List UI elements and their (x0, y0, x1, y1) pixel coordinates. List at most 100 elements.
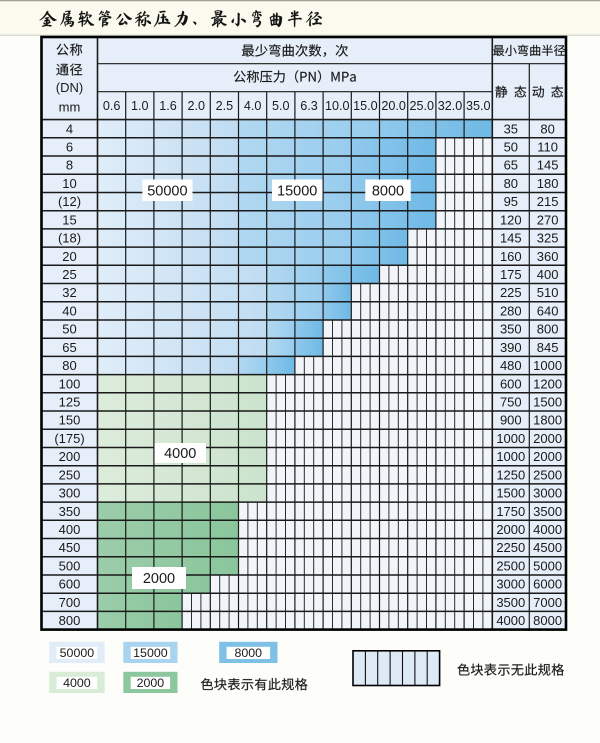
svg-text:50000: 50000 (147, 184, 187, 200)
svg-text:5000: 5000 (533, 559, 562, 574)
svg-text:845: 845 (537, 340, 559, 355)
svg-text:180: 180 (537, 176, 559, 191)
svg-text:145: 145 (500, 231, 522, 246)
svg-text:200: 200 (59, 449, 81, 464)
svg-text:(18): (18) (58, 231, 81, 246)
svg-text:450: 450 (59, 540, 81, 555)
svg-text:50: 50 (504, 140, 518, 155)
svg-text:0.6: 0.6 (103, 99, 121, 113)
svg-text:4500: 4500 (533, 540, 562, 555)
svg-text:15000: 15000 (277, 184, 317, 200)
svg-text:300: 300 (59, 486, 81, 501)
svg-text:600: 600 (59, 577, 81, 592)
svg-text:65: 65 (62, 340, 76, 355)
svg-text:640: 640 (537, 303, 559, 318)
svg-text:250: 250 (59, 467, 81, 482)
svg-text:2500: 2500 (496, 559, 525, 574)
svg-text:1250: 1250 (496, 467, 525, 482)
svg-text:4000: 4000 (496, 613, 525, 628)
svg-text:4000: 4000 (164, 446, 196, 462)
svg-text:15.0: 15.0 (353, 99, 378, 113)
svg-text:350: 350 (59, 504, 81, 519)
svg-text:40: 40 (62, 303, 76, 318)
svg-text:1500: 1500 (496, 486, 525, 501)
svg-text:32: 32 (62, 285, 76, 300)
svg-text:80: 80 (62, 358, 76, 373)
svg-text:8: 8 (66, 158, 73, 173)
svg-text:325: 325 (537, 231, 559, 246)
svg-text:8000: 8000 (372, 184, 404, 200)
svg-text:2000: 2000 (533, 431, 562, 446)
svg-text:65: 65 (504, 158, 518, 173)
svg-text:80: 80 (504, 176, 518, 191)
svg-text:400: 400 (537, 267, 559, 282)
svg-text:2500: 2500 (533, 467, 562, 482)
svg-text:2250: 2250 (496, 540, 525, 555)
svg-text:100: 100 (59, 376, 81, 391)
svg-text:50000: 50000 (60, 646, 95, 660)
svg-text:110: 110 (537, 140, 558, 155)
svg-text:2.5: 2.5 (216, 99, 234, 113)
svg-text:1.0: 1.0 (131, 99, 149, 113)
svg-text:1000: 1000 (533, 358, 562, 373)
svg-text:10: 10 (62, 176, 76, 191)
svg-text:600: 600 (500, 376, 522, 391)
svg-text:175: 175 (500, 267, 522, 282)
svg-text:2.0: 2.0 (187, 99, 205, 113)
svg-text:1000: 1000 (496, 449, 525, 464)
svg-text:3500: 3500 (533, 504, 562, 519)
svg-text:160: 160 (500, 249, 522, 264)
svg-text:3000: 3000 (533, 486, 562, 501)
svg-text:270: 270 (537, 212, 559, 227)
svg-text:35: 35 (504, 121, 518, 136)
svg-text:35.0: 35.0 (466, 99, 491, 113)
svg-text:50: 50 (62, 322, 76, 337)
svg-text:125: 125 (59, 395, 81, 410)
svg-text:1200: 1200 (533, 376, 562, 391)
svg-text:390: 390 (500, 340, 522, 355)
svg-text:20.0: 20.0 (381, 99, 406, 113)
svg-text:2000: 2000 (496, 522, 525, 537)
svg-text:400: 400 (59, 522, 81, 537)
svg-text:1750: 1750 (496, 504, 525, 519)
svg-text:120: 120 (500, 212, 522, 227)
svg-text:500: 500 (59, 559, 81, 574)
svg-text:20: 20 (62, 249, 76, 264)
svg-text:1800: 1800 (533, 413, 562, 428)
svg-text:5.0: 5.0 (272, 99, 290, 113)
svg-text:(12): (12) (58, 194, 81, 209)
svg-text:350: 350 (500, 322, 522, 337)
svg-text:700: 700 (59, 595, 81, 610)
svg-text:750: 750 (500, 395, 522, 410)
svg-text:15000: 15000 (133, 646, 168, 660)
svg-text:7000: 7000 (533, 595, 562, 610)
svg-text:4: 4 (66, 121, 73, 136)
svg-text:480: 480 (500, 358, 522, 373)
svg-text:800: 800 (59, 613, 81, 628)
svg-text:3500: 3500 (496, 595, 525, 610)
svg-text:2000: 2000 (533, 449, 562, 464)
svg-text:215: 215 (537, 194, 559, 209)
svg-text:10.0: 10.0 (325, 99, 350, 113)
svg-text:mm: mm (59, 100, 81, 115)
svg-text:800: 800 (537, 322, 559, 337)
svg-text:2000: 2000 (143, 571, 175, 587)
svg-text:6: 6 (66, 140, 73, 155)
svg-text:25.0: 25.0 (410, 99, 435, 113)
svg-text:(DN): (DN) (56, 80, 83, 95)
svg-text:(175): (175) (54, 431, 84, 446)
svg-text:900: 900 (500, 413, 522, 428)
svg-text:6.3: 6.3 (300, 99, 318, 113)
svg-text:1500: 1500 (533, 395, 562, 410)
svg-text:360: 360 (537, 249, 559, 264)
svg-text:4.0: 4.0 (244, 99, 262, 113)
svg-text:225: 225 (500, 285, 522, 300)
svg-text:2000: 2000 (137, 676, 165, 690)
svg-text:95: 95 (504, 194, 518, 209)
svg-text:4000: 4000 (533, 522, 562, 537)
svg-text:6000: 6000 (533, 577, 562, 592)
svg-text:32.0: 32.0 (438, 99, 463, 113)
svg-text:8000: 8000 (235, 646, 263, 660)
svg-text:150: 150 (59, 413, 81, 428)
svg-text:25: 25 (62, 267, 76, 282)
